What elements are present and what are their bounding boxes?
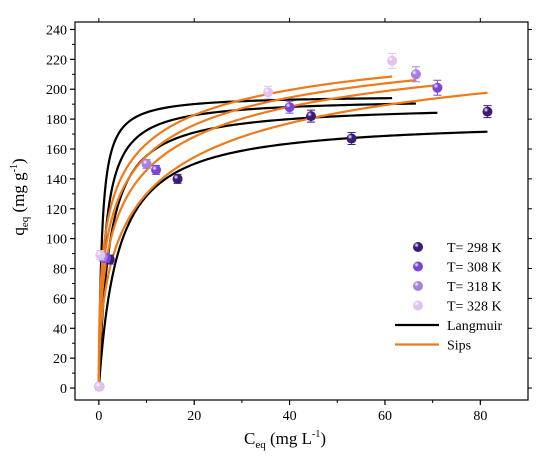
data-point [151,164,162,175]
legend-marker [413,281,423,291]
x-tick-label: 20 [187,409,201,424]
y-tick-label: 200 [46,83,67,98]
plot-border [74,21,529,401]
legend-label: T= 328 K [447,300,502,315]
axis-ticks: 0 20 40 60 80 0 20 40 60 80 100 120 140 160 180 200 220 2… [46,18,532,424]
data-point [306,111,317,122]
y-tick-label: 180 [46,113,67,128]
data-point [346,133,357,144]
y-tick-label: 160 [46,143,67,158]
x-tick-label: 60 [378,409,392,424]
data-point [263,87,274,98]
y-tick-label: 20 [53,352,67,367]
legend-marker [413,242,423,252]
data-point [95,250,106,261]
plot-frame [74,21,529,401]
fit-curves [97,75,488,389]
x-tick-label: 0 [95,409,102,424]
data-points [94,52,493,392]
sips-fit-curve [97,79,417,389]
legend: T= 298 K T= 308 K T= 318 K T= 328 K Langmuir… [395,241,503,354]
legend-marker [413,300,423,311]
y-tick-label: 40 [53,322,67,337]
sips-fit-curve [97,84,438,389]
legend-marker [413,261,423,272]
data-point [94,381,105,392]
legend-label: Sips [447,339,471,354]
y-tick-label: 80 [53,263,67,278]
x-axis-title: Ceq (mg L-1) [244,429,326,451]
data-point [410,69,421,80]
legend-label: T= 318 K [447,280,502,295]
y-tick-label: 0 [60,382,67,397]
y-tick-label: 120 [46,203,67,218]
y-axis-title: qeq (mg g-1) [9,158,31,235]
legend-label: T= 308 K [447,261,502,276]
y-tick-label: 100 [46,233,67,248]
y-tick-label: 60 [53,292,67,307]
data-point [432,82,443,93]
x-tick-label: 40 [283,409,297,424]
x-tick-label: 80 [473,409,487,424]
data-point [482,106,493,117]
data-point [141,158,152,169]
data-point [284,102,295,113]
langmuir-fit-curve [97,102,416,389]
y-tick-label: 220 [46,53,67,68]
data-point [172,173,183,184]
data-point [387,55,398,66]
y-tick-label: 240 [46,23,67,38]
y-tick-label: 140 [46,173,67,188]
legend-label: T= 298 K [447,241,502,256]
legend-label: Langmuir [447,319,503,334]
